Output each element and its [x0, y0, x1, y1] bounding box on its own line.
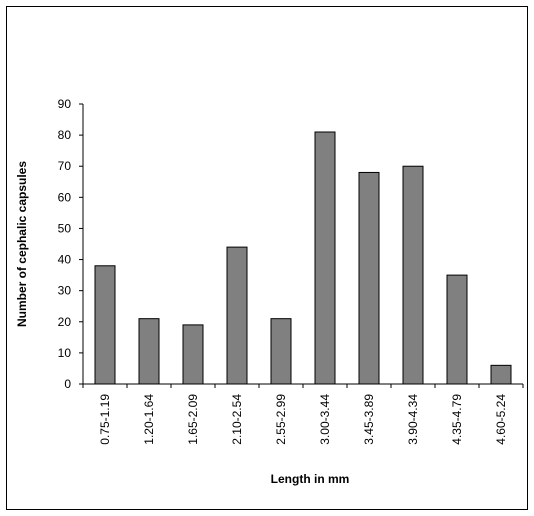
bars-group — [94, 131, 512, 385]
bar — [358, 171, 380, 385]
x-tick-label: 0.75-1.19 — [98, 394, 112, 445]
y-tick-label: 10 — [58, 346, 72, 360]
bar — [226, 246, 248, 385]
bar — [138, 318, 160, 385]
x-tick-label: 2.55-2.99 — [274, 394, 288, 445]
y-tick-label: 40 — [58, 253, 72, 267]
y-tick-label: 60 — [58, 190, 72, 204]
x-tick-label: 3.45-3.89 — [362, 394, 376, 445]
y-tick-label: 90 — [58, 97, 72, 111]
bar — [446, 274, 468, 385]
x-tick-label: 4.35-4.79 — [450, 394, 464, 445]
x-tick-label: 3.90-4.34 — [406, 394, 420, 445]
x-axis-title: Length in mm — [271, 472, 350, 486]
y-tick-label: 0 — [64, 377, 71, 391]
y-tick-labels: 0 10 20 30 40 50 60 70 80 90 — [58, 97, 72, 391]
y-tick-label: 30 — [58, 284, 72, 298]
bar — [94, 265, 116, 385]
x-tick-label: 4.60-5.24 — [494, 394, 508, 445]
y-axis-title: Number of cephalic capsules — [15, 161, 29, 327]
y-tick-label: 20 — [58, 315, 72, 329]
x-tick-label: 3.00-3.44 — [318, 394, 332, 445]
bar — [182, 324, 204, 385]
x-tick-label: 1.20-1.64 — [142, 394, 156, 445]
bar — [490, 364, 512, 385]
y-tick-label: 80 — [58, 128, 72, 142]
y-tick-label: 70 — [58, 159, 72, 173]
bar — [314, 131, 336, 385]
x-tick-label: 2.10-2.54 — [230, 394, 244, 445]
chart-frame — [6, 6, 528, 510]
bar — [270, 318, 292, 385]
bar — [402, 165, 424, 385]
y-tick-label: 50 — [58, 221, 72, 235]
x-tick-labels: 0.75-1.19 1.20-1.64 1.65-2.09 2.10-2.54 2.55… — [98, 394, 508, 445]
x-tick-label: 1.65-2.09 — [186, 394, 200, 445]
axes-group — [79, 103, 524, 388]
